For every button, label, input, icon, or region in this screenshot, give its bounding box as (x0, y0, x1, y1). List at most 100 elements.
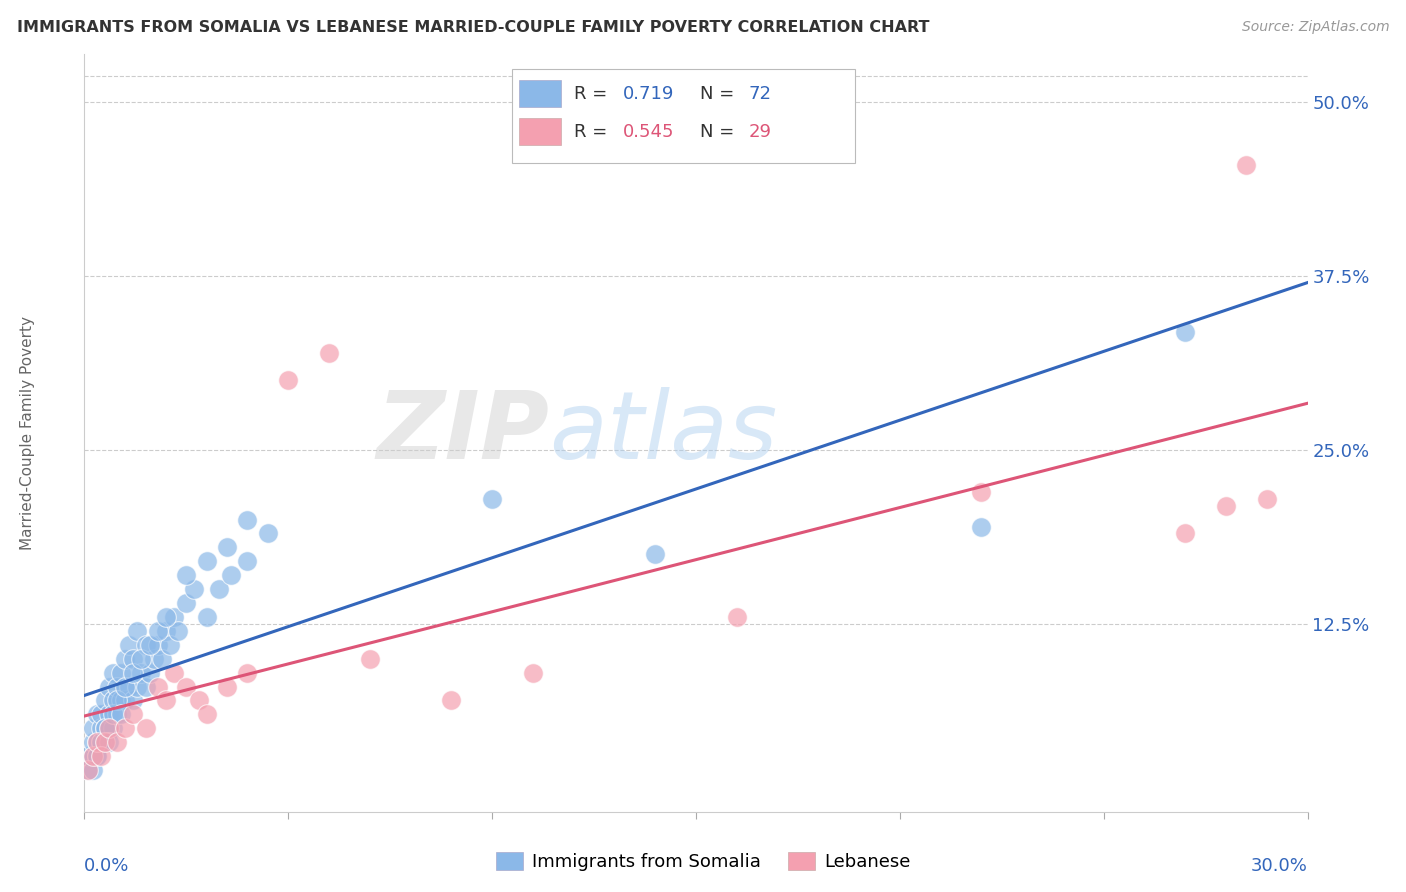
Text: 0.545: 0.545 (623, 122, 673, 141)
Point (138, 638, 160, 652)
Point (114, 651, 136, 665)
Point (522, 665, 544, 680)
Point (101, 707, 124, 722)
Point (118, 638, 141, 652)
Text: N =: N = (700, 85, 740, 103)
Text: IMMIGRANTS FROM SOMALIA VS LEBANESE MARRIED-COUPLE FAMILY POVERTY CORRELATION CH: IMMIGRANTS FROM SOMALIA VS LEBANESE MARR… (17, 20, 929, 35)
Point (101, 693, 124, 707)
Text: 29: 29 (748, 122, 772, 141)
Point (93, 721, 115, 735)
Point (644, 547, 666, 561)
Point (82, 721, 104, 735)
Text: R =: R = (574, 122, 613, 141)
Point (90, 735, 112, 749)
Point (110, 665, 132, 680)
Point (105, 707, 128, 722)
Point (131, 651, 153, 665)
Point (1174, 325, 1197, 339)
Point (208, 582, 231, 596)
Point (97, 680, 120, 694)
Point (90, 707, 112, 722)
Point (77, 749, 100, 764)
Point (101, 721, 124, 735)
Text: 30.0%: 30.0% (1251, 857, 1308, 875)
Point (127, 680, 149, 694)
Point (1215, 499, 1237, 513)
Point (82, 763, 104, 777)
Point (97, 707, 120, 722)
Point (1236, 158, 1258, 172)
Point (105, 735, 128, 749)
Point (187, 693, 209, 707)
Point (135, 721, 157, 735)
Point (118, 680, 141, 694)
Point (86, 749, 108, 764)
Point (97, 721, 120, 735)
Text: 0.0%: 0.0% (84, 857, 129, 875)
Point (86, 749, 108, 764)
Point (93, 721, 115, 735)
Text: R =: R = (574, 85, 613, 103)
Point (150, 651, 173, 665)
Legend: Immigrants from Somalia, Lebanese: Immigrants from Somalia, Lebanese (488, 846, 918, 879)
Point (970, 519, 993, 533)
Point (127, 624, 149, 638)
Point (90, 721, 112, 735)
Point (122, 665, 145, 680)
Point (90, 735, 112, 749)
Text: ZIP: ZIP (377, 386, 550, 479)
Point (163, 610, 186, 624)
Point (122, 693, 145, 707)
Point (97, 735, 120, 749)
Point (86, 735, 108, 749)
Point (318, 345, 340, 359)
Point (86, 735, 108, 749)
Point (138, 665, 160, 680)
Point (122, 707, 145, 722)
Point (97, 721, 120, 735)
Point (77, 763, 100, 777)
Point (359, 651, 381, 665)
Text: 72: 72 (748, 85, 772, 103)
Point (82, 749, 104, 764)
Point (167, 624, 190, 638)
Point (82, 749, 104, 764)
Point (114, 680, 136, 694)
Point (155, 610, 177, 624)
Point (217, 541, 239, 555)
Y-axis label: Married-Couple Family Poverty: Married-Couple Family Poverty (21, 316, 35, 549)
Point (101, 665, 124, 680)
Point (135, 680, 157, 694)
Point (217, 680, 239, 694)
Point (93, 735, 115, 749)
Text: Source: ZipAtlas.com: Source: ZipAtlas.com (1241, 20, 1389, 34)
Point (219, 568, 242, 582)
Point (236, 554, 259, 568)
Point (110, 707, 132, 722)
Point (105, 680, 128, 694)
Point (77, 763, 100, 777)
Point (93, 735, 115, 749)
Point (114, 693, 136, 707)
Point (142, 651, 165, 665)
Point (110, 693, 132, 707)
FancyBboxPatch shape (519, 118, 561, 145)
Point (195, 707, 218, 722)
FancyBboxPatch shape (513, 69, 855, 163)
Point (236, 512, 259, 526)
Point (195, 554, 218, 568)
Point (146, 624, 169, 638)
Point (82, 735, 104, 749)
Point (174, 568, 197, 582)
Text: atlas: atlas (550, 387, 778, 478)
Point (236, 665, 259, 680)
Text: N =: N = (700, 122, 740, 141)
Point (114, 721, 136, 735)
FancyBboxPatch shape (519, 80, 561, 107)
Point (183, 582, 205, 596)
Point (86, 707, 108, 722)
Point (277, 374, 299, 388)
Point (122, 651, 145, 665)
Point (440, 693, 463, 707)
Point (155, 624, 177, 638)
